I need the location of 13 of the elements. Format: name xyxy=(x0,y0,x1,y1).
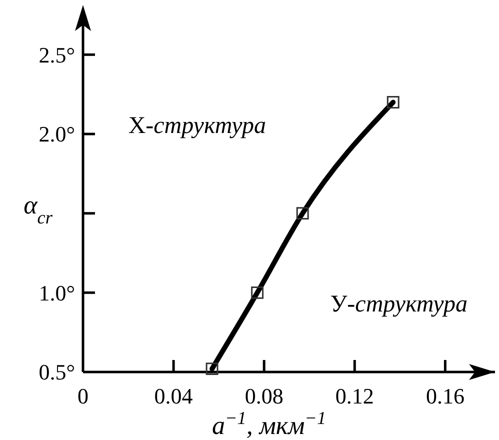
x-axis-title: a$^{−1}$, мкм$^{−1}$ xyxy=(212,408,326,440)
x-tick-label: 0 xyxy=(78,384,88,409)
x-tick-label: 0.12 xyxy=(335,384,374,409)
annotation: У-структура xyxy=(330,291,468,318)
y-tick-label: 2.0° xyxy=(38,122,75,147)
x-tick-label: 0.04 xyxy=(154,384,193,409)
y-tick-label: 2.5° xyxy=(38,42,75,68)
x-tick-label: 0.08 xyxy=(244,384,284,409)
y-tick-label: 1.0° xyxy=(38,280,75,306)
x-tick-label: 0.16 xyxy=(426,384,464,409)
y-tick-label: 0.5° xyxy=(38,360,75,385)
y-axis-title: α$_{cr}$ xyxy=(24,190,54,228)
annotation: X-структура xyxy=(128,112,266,139)
